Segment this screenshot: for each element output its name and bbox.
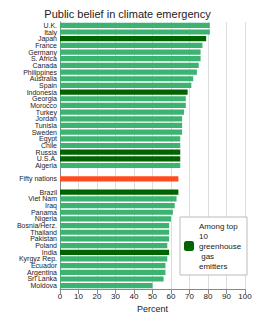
svg-text:50: 50 [148,292,157,301]
svg-text:Poland: Poland [35,242,57,250]
svg-text:greenhouse: greenhouse [199,242,242,251]
svg-text:90: 90 [222,292,231,301]
svg-text:Germany: Germany [28,48,57,56]
svg-text:Nigeria: Nigeria [34,215,57,223]
svg-text:Brazil: Brazil [39,188,57,196]
svg-text:Iraq: Iraq [44,202,57,210]
svg-text:Sweden: Sweden [31,128,57,136]
svg-text:Jordan: Jordan [35,115,57,123]
svg-text:Egypt: Egypt [39,135,57,143]
svg-text:Chile: Chile [41,142,57,149]
svg-text:70: 70 [185,292,194,301]
svg-text:gas: gas [199,252,216,261]
svg-text:Spain: Spain [39,81,57,89]
svg-text:Viet Nam: Viet Nam [28,195,57,203]
svg-text:U.S.A.: U.S.A. [36,155,57,163]
svg-text:Philippines: Philippines [23,68,57,76]
svg-text:Indonesia: Indonesia [26,88,57,96]
svg-text:20: 20 [93,292,102,301]
svg-text:100: 100 [238,292,252,301]
svg-text:Public belief in climate emerg: Public belief in climate emergency [44,8,211,20]
svg-text:Georgia: Georgia [32,95,57,103]
svg-text:Canada: Canada [32,61,57,69]
svg-text:Turkey: Turkey [35,108,57,116]
svg-text:30: 30 [111,292,120,301]
svg-text:10: 10 [74,292,83,301]
svg-text:Fifty nations: Fifty nations [19,175,57,183]
svg-text:Japan: Japan [37,35,57,43]
svg-text:France: France [35,41,57,49]
svg-text:10: 10 [199,232,210,241]
svg-text:Percent: Percent [137,304,169,314]
svg-text:40: 40 [130,292,139,301]
svg-text:Argentina: Argentina [27,268,57,276]
svg-text:Australia: Australia [29,75,57,83]
svg-text:80: 80 [204,292,213,301]
svg-text:Bosnia/Herz.: Bosnia/Herz. [16,222,57,230]
svg-text:Panama: Panama [30,208,57,216]
svg-text:Sri Lanka: Sri Lanka [27,275,57,283]
svg-text:S. Africa: S. Africa [30,55,57,63]
svg-text:Ecuador: Ecuador [30,262,57,270]
svg-text:Kyrgyz Rep.: Kyrgyz Rep. [18,255,57,263]
svg-text:Russia: Russia [35,148,57,156]
svg-text:Thailand: Thailand [30,228,57,236]
svg-text:60: 60 [167,292,176,301]
svg-text:Tunisia: Tunisia [34,122,57,129]
svg-text:U.K.: U.K. [43,21,57,29]
svg-text:Moldova: Moldova [31,282,58,289]
svg-text:Morocco: Morocco [30,101,57,109]
svg-text:India: India [41,248,57,256]
svg-text:Italy: Italy [44,28,57,36]
svg-text:emitters: emitters [199,262,227,271]
svg-text:Pakistan: Pakistan [30,235,57,243]
svg-text:Algeria: Algeria [35,162,57,170]
svg-text:Among top: Among top [199,222,240,231]
svg-text:0: 0 [58,292,63,301]
